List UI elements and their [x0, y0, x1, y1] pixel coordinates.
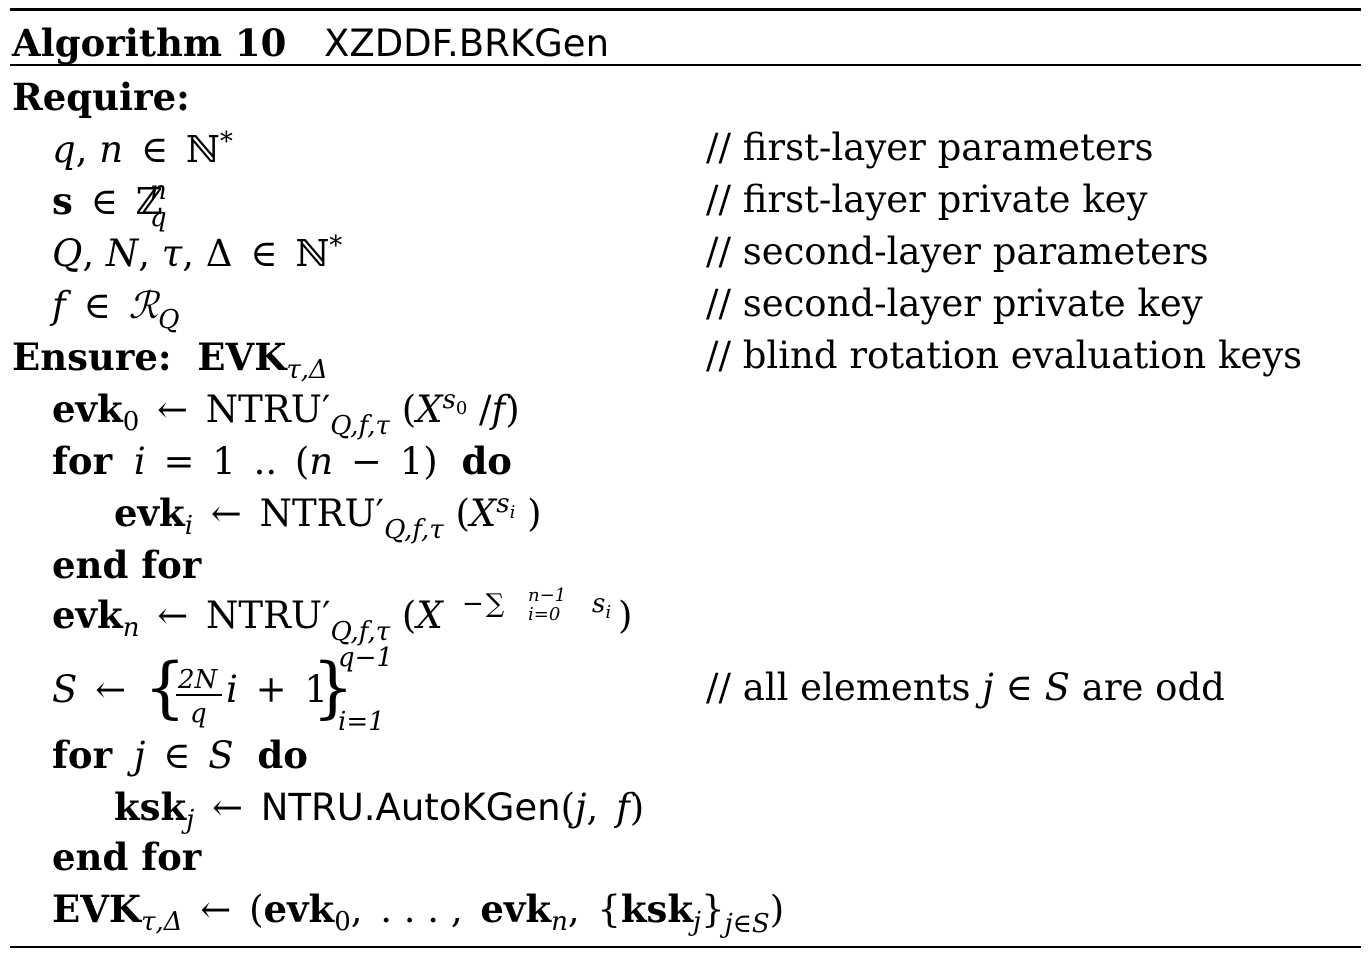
- require-item-key-second: f ∈ ℛQ // second-layer private key: [0, 278, 1203, 335]
- svg-text:i + 1: i + 1: [226, 668, 328, 711]
- svg-text:end for: end for: [52, 835, 202, 879]
- svg-text:evki ← NTRU′Q,f,τ: evki ← NTRU′Q,f,τ (Xsi ): [114, 484, 542, 547]
- svg-text:q: q: [190, 699, 207, 729]
- svg-text:Q, N, τ, Δ: Q, N, τ, Δ ∈ ℕ*: [52, 231, 342, 275]
- svg-text:−∑: −∑: [462, 589, 505, 619]
- svg-text:n: n: [150, 176, 167, 206]
- svg-text:f ∈ ℛQ: f ∈ ℛQ: [49, 284, 179, 335]
- require-item-key-first: s ∈ ℤ n q // first-layer private key: [0, 174, 1147, 233]
- svg-text:evk0 ← NTRU′Q,f,τ: evk0 ← NTRU′Q,f,τ (Xs0 /f): [52, 380, 520, 443]
- ensure-label: Ensure:: [12, 335, 172, 379]
- step-ksk-j: kskj ← NTRU.AutoKGen(j, f): [0, 780, 700, 835]
- algorithm-header-svg: Algorithm 10 XZDDF.BRKGen: [11, 21, 609, 65]
- svg-text:for i = 1: for i = 1 .. (n − 1) do: [52, 439, 512, 483]
- step-for-i: for i = 1 .. (n − 1) do: [0, 434, 700, 486]
- svg-text:i=0: i=0: [528, 604, 560, 625]
- comment-odd-elements: // all elements j ∈ S are odd: [706, 666, 1225, 709]
- top-rule: [10, 8, 1361, 11]
- algorithm-header: Algorithm 10 XZDDF.BRKGen: [0, 10, 1369, 65]
- right-brace: }: [312, 649, 354, 726]
- bottom-rule: [10, 946, 1361, 948]
- comment-second-layer-params: // second-layer parameters: [706, 230, 1209, 273]
- ntru-autokgen: NTRU.AutoKGen: [261, 786, 561, 829]
- step-for-j: for j ∈ S do: [0, 728, 700, 780]
- require-label: Require:: [12, 75, 190, 119]
- comment-blind-rotation: // blind rotation evaluation keys: [706, 334, 1303, 377]
- svg-text:n−1: n−1: [528, 585, 566, 606]
- svg-text:q−1: q−1: [338, 643, 393, 673]
- ensure-line: Ensure: EVKτ,Δ // blind rotation evaluat…: [0, 330, 1302, 385]
- step-end-for-1: end for: [0, 538, 700, 590]
- comment-second-layer-key: // second-layer private key: [706, 282, 1203, 325]
- keyword-for: for: [52, 439, 113, 483]
- algorithm-label: Algorithm 10: [11, 21, 286, 65]
- svg-text:S ←: S ←: [52, 668, 126, 711]
- svg-text:q, n ∈ ℕ*: q, n ∈ ℕ*: [52, 127, 233, 171]
- sym-q: q: [52, 128, 76, 171]
- svg-text:i=1: i=1: [338, 707, 385, 737]
- require-item-params-second: Q, N, τ, Δ ∈ ℕ* // second-layer paramete…: [0, 226, 1209, 278]
- svg-text:for j ∈ S: for j ∈ S do: [52, 733, 308, 777]
- step-set-S: S ← { 2N q i + 1 } q−1 i=1 // all elemen…: [0, 640, 1225, 740]
- step-evk-n: evkn ← NTRU′Q,f,τ (X −∑ n−1 i=0 si ): [0, 585, 700, 647]
- svg-text:s ∈ ℤ: s ∈ ℤ: [52, 179, 163, 223]
- keyword-end-for: end for: [52, 543, 202, 587]
- step-evk-output: EVKτ,Δ ← (evk0, . . . , evkn, {kskj}j∈S): [0, 882, 900, 939]
- algorithm-name: XZDDF.BRKGen: [324, 22, 609, 65]
- header-rule: [10, 64, 1361, 66]
- svg-text:Ensure: EVKτ,Δ: Ensure: EVKτ,Δ: [12, 335, 328, 385]
- ntru-prime: NTRU′: [206, 388, 331, 431]
- require-item-params-first: q, n ∈ ℕ* // first-layer parameters: [0, 122, 1153, 174]
- svg-text:EVKτ,Δ ← (evk0,: EVKτ,Δ ← (evk0, . . . , evkn, {kskj}j∈S): [52, 887, 784, 939]
- step-end-for-2: end for: [0, 830, 700, 882]
- sym-s-bold: s: [52, 179, 73, 223]
- comment-first-layer-params: // first-layer parameters: [706, 126, 1154, 169]
- step-evk-i: evki ← NTRU′Q,f,τ (Xsi ): [0, 486, 700, 545]
- keyword-do: do: [461, 439, 512, 483]
- svg-text:si: si: [592, 589, 611, 623]
- svg-text:evkn ← NTRU′Q,f,τ: evkn ← NTRU′Q,f,τ (X: [52, 593, 444, 649]
- comment-first-layer-key: // first-layer private key: [706, 178, 1148, 221]
- svg-text:): ): [618, 594, 632, 637]
- step-evk0: evk0 ← NTRU′Q,f,τ (Xs0 /f): [0, 382, 700, 441]
- svg-text:q: q: [150, 203, 167, 233]
- ring-symbol: ℛ: [129, 284, 161, 327]
- naturals-symbol: ℕ: [186, 128, 220, 171]
- integers-symbol: ℤ: [136, 180, 163, 223]
- left-brace: {: [144, 649, 186, 726]
- sum-symbol: ∑: [486, 589, 505, 619]
- svg-text:kskj ← NTRU.AutoKG: kskj ← NTRU.AutoKGen(j, f): [114, 785, 644, 837]
- require-line: Require:: [0, 70, 1369, 122]
- svg-text:2N: 2N: [177, 665, 219, 695]
